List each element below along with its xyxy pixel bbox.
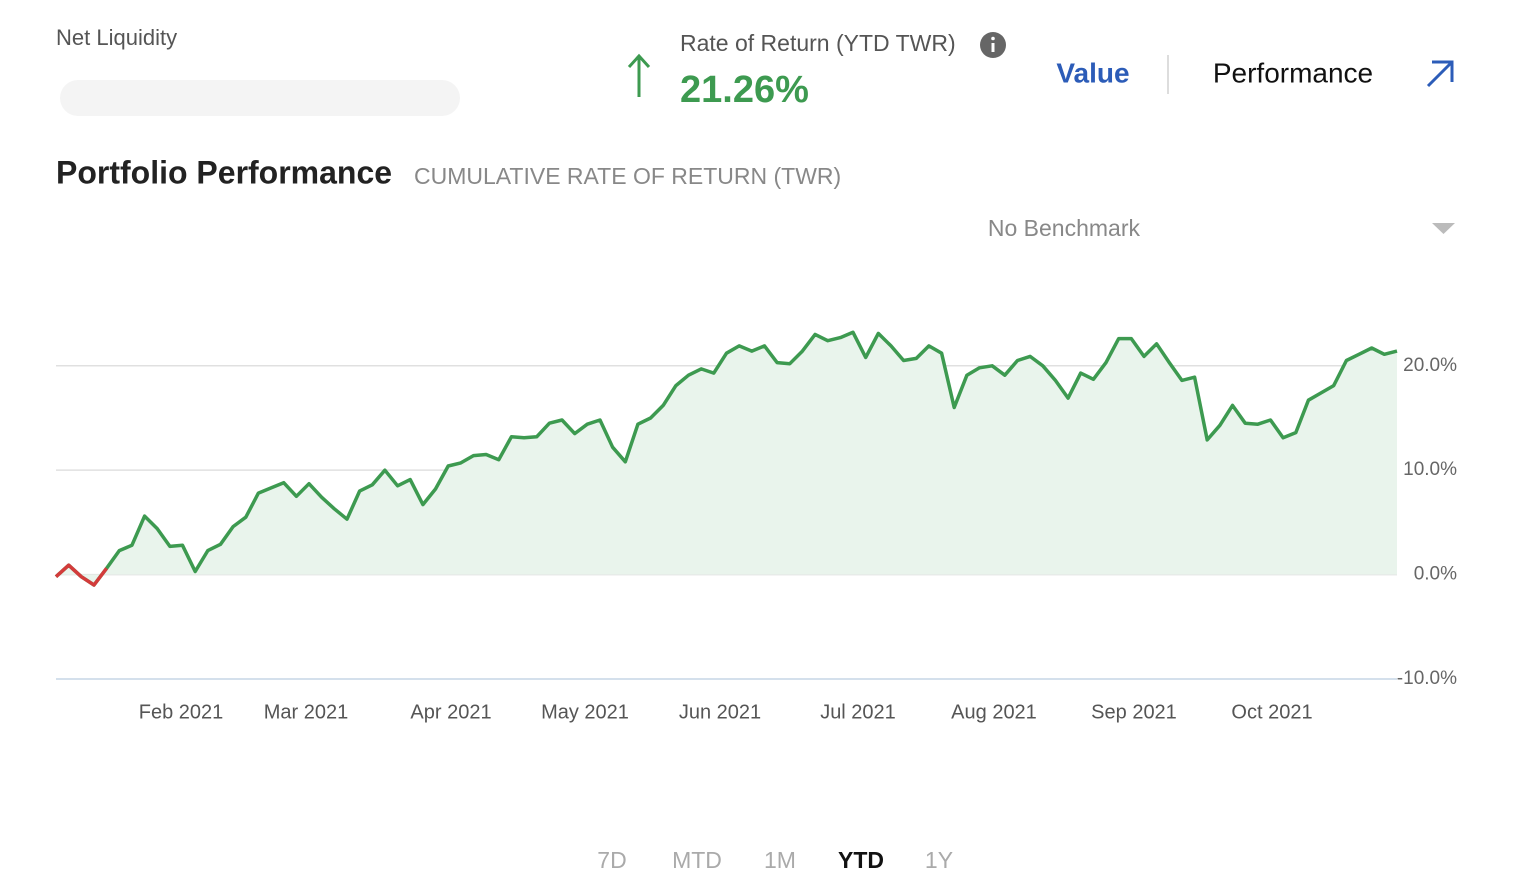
negative-line — [54, 563, 108, 587]
y-tick-label: 0.0% — [1414, 564, 1457, 585]
dropdown-caret[interactable] — [1432, 223, 1455, 234]
area — [56, 332, 1397, 585]
range-button[interactable]: MTD — [672, 847, 722, 873]
x-tick-label: Jul 2021 — [820, 701, 896, 723]
info-icon-dot — [991, 36, 995, 41]
x-tick-label: Jun 2021 — [679, 701, 761, 723]
y-tick-label: -10.0% — [1397, 668, 1457, 689]
return-value: 21.26% — [680, 69, 809, 111]
x-tick-label: Oct 2021 — [1231, 701, 1312, 723]
tab-value[interactable]: Value — [1056, 57, 1129, 88]
x-tick-label: Feb 2021 — [139, 701, 224, 723]
x-tick-label: Apr 2021 — [410, 701, 491, 723]
chart: -10.0% 0.0% 10.0% 20.0% Feb 2021 Mar 2021 Apr … — [54, 330, 1457, 723]
range-button[interactable]: 7D — [597, 847, 626, 873]
y-tick-label: 10.0% — [1403, 459, 1457, 480]
x-tick-label: Mar 2021 — [264, 701, 349, 723]
tab-performance[interactable]: Performance — [1213, 57, 1373, 88]
range-button[interactable]: 1Y — [925, 847, 953, 873]
range-button[interactable]: YTD — [838, 847, 884, 873]
x-tick-label: Sep 2021 — [1091, 701, 1177, 723]
chart-title: Portfolio Performance — [56, 154, 392, 190]
chart-subtitle: CUMULATIVE RATE OF RETURN (TWR) — [414, 163, 841, 189]
x-tick-label: Aug 2021 — [951, 701, 1037, 723]
benchmark-select[interactable]: No Benchmark — [988, 215, 1141, 241]
range-buttons: 7D MTD 1M YTD 1Y — [597, 847, 953, 873]
x-tick-label: May 2021 — [541, 701, 629, 723]
info-icon-stem — [991, 43, 995, 52]
blurred-value — [60, 80, 460, 116]
expand-icon[interactable] — [1426, 60, 1454, 88]
return-label: Rate of Return (YTD TWR) — [680, 30, 956, 56]
line — [54, 330, 1398, 587]
range-button[interactable]: 1M — [764, 847, 796, 873]
up-arrow — [627, 53, 651, 97]
y-tick-label: 20.0% — [1403, 355, 1457, 376]
net-liquidity-label: Net Liquidity — [56, 25, 177, 50]
